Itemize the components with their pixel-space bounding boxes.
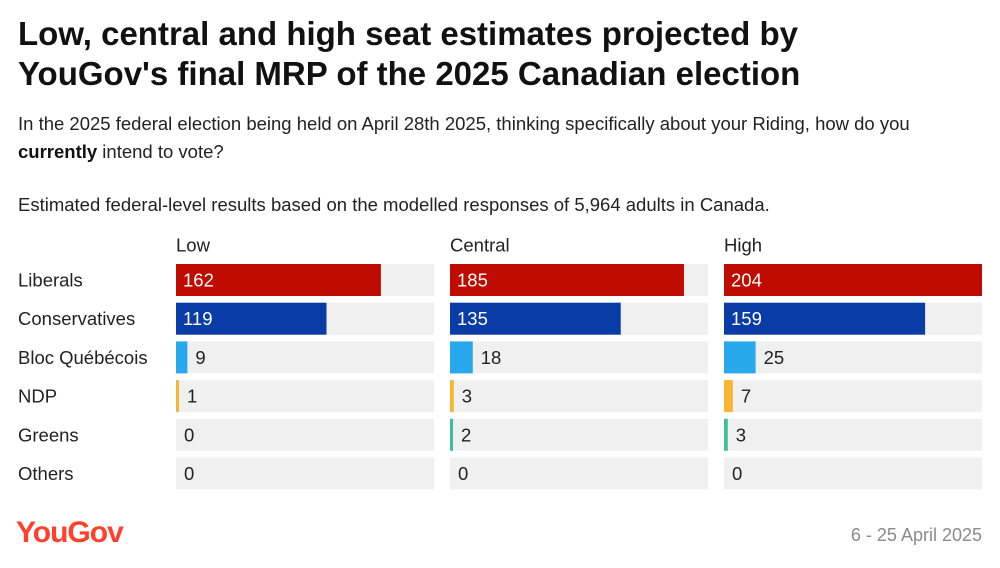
value-label-low-conservatives: 119 [183, 308, 213, 329]
panel-header-central: Central [450, 235, 510, 256]
category-label-bloc-quebecois: Bloc Québécois [18, 347, 148, 368]
survey-question: In the 2025 federal election being held … [18, 110, 978, 166]
value-label-high-greens: 3 [736, 424, 746, 445]
value-label-high-conservatives: 159 [731, 308, 762, 329]
value-label-high-ndp: 7 [741, 386, 751, 407]
bar-track-low-greens [176, 418, 434, 451]
bar-low-conservatives [176, 302, 327, 335]
bar-low-bloc-quebecois [176, 341, 188, 374]
bar-track-high-greens [724, 418, 982, 451]
value-label-central-ndp: 3 [462, 386, 472, 407]
value-label-central-liberals: 185 [457, 270, 488, 291]
value-label-low-others: 0 [184, 463, 194, 484]
category-label-others: Others [18, 463, 74, 484]
panel-header-low: Low [176, 235, 211, 256]
bar-track-high-ndp [724, 380, 982, 413]
bar-track-central-others [450, 457, 708, 490]
seat-estimate-chart: Liberals Conservatives Bloc Québécois NDP Gr… [18, 235, 982, 490]
category-label-greens: Greens [18, 424, 79, 445]
sample-basis-note: Estimated federal-level results based on… [18, 194, 770, 215]
category-label-ndp: NDP [18, 386, 57, 407]
bar-track-central-ndp [450, 380, 708, 413]
value-label-high-others: 0 [732, 463, 742, 484]
value-label-low-bloc-quebecois: 9 [195, 347, 205, 368]
category-label-liberals: Liberals [18, 270, 83, 291]
bar-central-greens [450, 418, 453, 451]
bar-track-high-others [724, 457, 982, 490]
bar-track-low-ndp [176, 380, 434, 413]
chart-title: Low, central and high seat estimates pro… [18, 14, 978, 94]
bar-central-conservatives [450, 302, 621, 335]
bar-low-liberals [176, 264, 381, 296]
title-line-1: Low, central and high seat estimates pro… [18, 15, 798, 52]
value-label-low-ndp: 1 [187, 386, 197, 407]
bar-high-ndp [724, 380, 733, 413]
bar-high-bloc-quebecois [724, 341, 756, 374]
title-line-2: YouGov's final MRP of the 2025 Canadian … [18, 55, 801, 92]
value-label-high-bloc-quebecois: 25 [764, 347, 785, 368]
question-text-start: In the 2025 federal election being held … [18, 113, 910, 134]
question-text-end: intend to vote? [97, 141, 224, 162]
yougov-logo: YouGov [16, 516, 124, 549]
bar-track-high-bloc-quebecois [724, 341, 982, 374]
bar-track-low-others [176, 457, 434, 490]
bar-track-low-bloc-quebecois [176, 341, 434, 374]
bar-track-central-greens [450, 418, 708, 451]
value-label-low-greens: 0 [184, 424, 194, 445]
bar-high-liberals [724, 264, 982, 296]
value-label-central-bloc-quebecois: 18 [481, 347, 502, 368]
value-label-central-others: 0 [458, 463, 468, 484]
bar-track-central-bloc-quebecois [450, 341, 708, 374]
value-label-low-liberals: 162 [183, 270, 214, 291]
category-label-conservatives: Conservatives [18, 308, 135, 329]
bar-low-ndp [176, 380, 179, 413]
bar-central-bloc-quebecois [450, 341, 473, 374]
value-label-central-conservatives: 135 [457, 308, 488, 329]
question-emphasis: currently [18, 141, 98, 162]
bar-high-greens [724, 418, 728, 451]
bar-high-conservatives [724, 302, 926, 335]
value-label-high-liberals: 204 [731, 270, 762, 291]
bar-central-ndp [450, 380, 454, 413]
value-label-central-greens: 2 [461, 424, 471, 445]
panel-header-high: High [724, 235, 762, 256]
bar-central-liberals [450, 264, 684, 296]
fieldwork-dates: 6 - 25 April 2025 [850, 525, 982, 545]
